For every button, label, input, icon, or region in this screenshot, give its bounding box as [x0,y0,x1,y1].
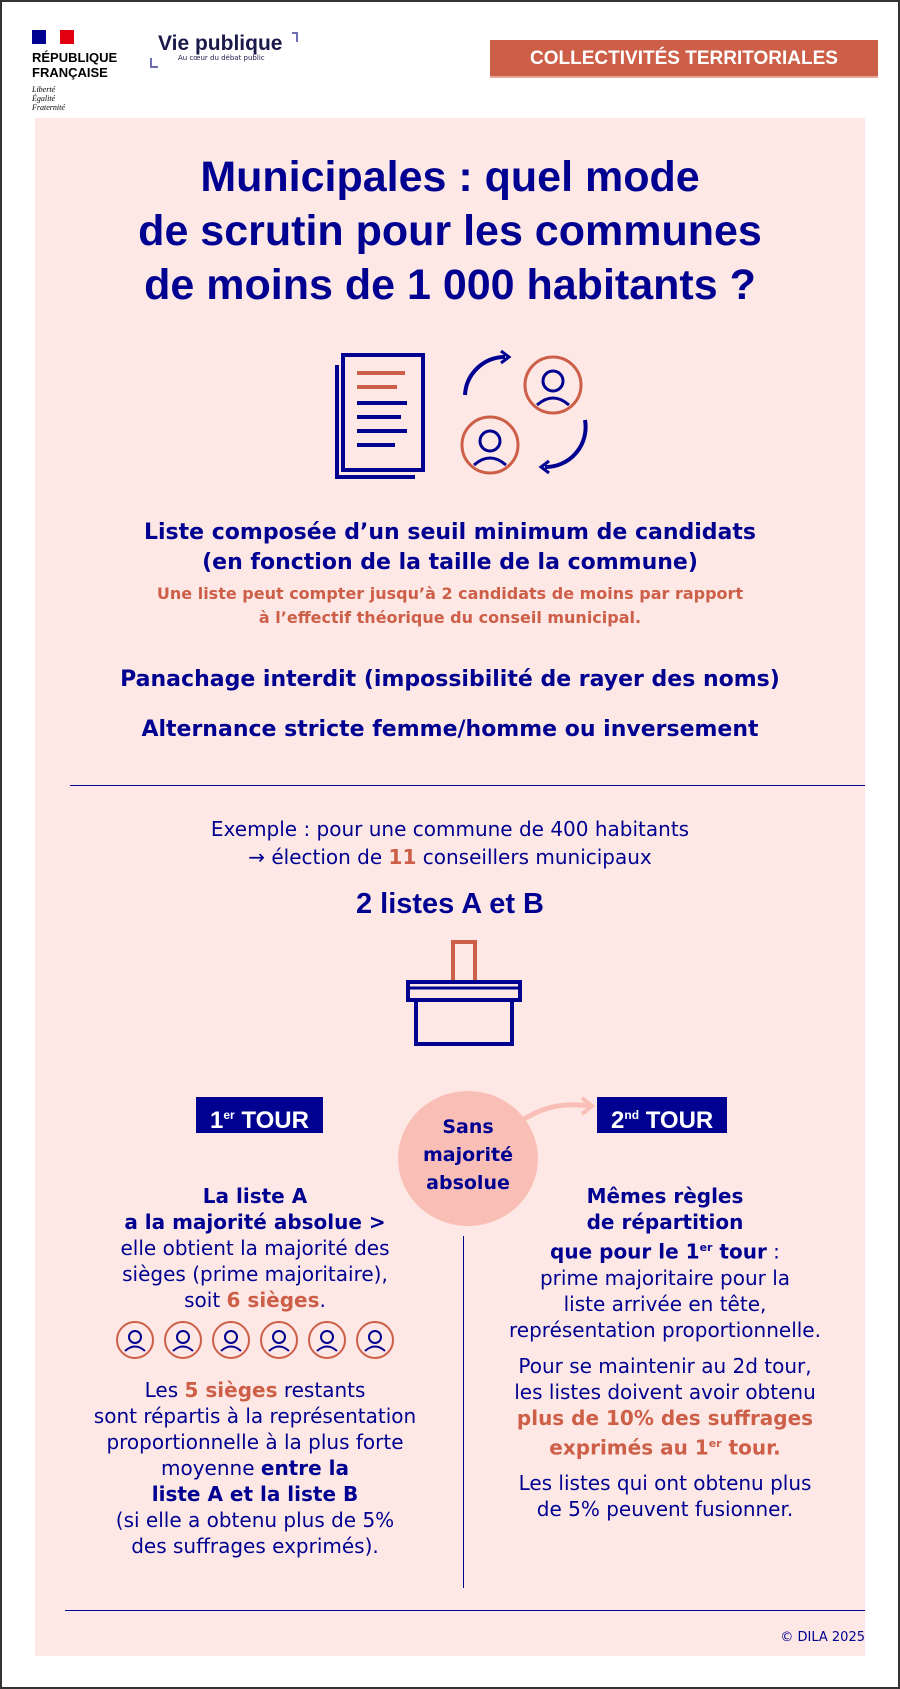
tour-2-badge: 2nd TOUR [597,1097,728,1134]
text: a la majorité absolue > [124,1210,386,1234]
text: nd [624,1108,640,1122]
logo-text: RÉPUBLIQUE [32,50,118,65]
lists-heading: 2 listes A et B [355,888,545,920]
text: Pour se maintenir au 2d tour, [518,1353,812,1378]
text: er [223,1108,235,1122]
vie-publique-logo: Vie publique Au cœur du débat public [150,32,298,68]
text: TOUR [234,1107,309,1134]
ballot-box-icon [406,940,522,1046]
rule-liste: Liste composée d’un seuil minimum de can… [35,518,865,578]
title-line: de scrutin pour les communes [138,207,762,255]
seats-icons [60,1319,450,1367]
text: que pour le 1 [550,1239,700,1264]
text: représentation proportionnelle. [509,1317,821,1342]
flag-icon [32,30,74,44]
text: majorité [422,1144,514,1166]
text: proportionnelle à la plus forte [106,1430,404,1454]
motto: Fraternité [32,103,65,112]
column-divider [463,1236,464,1588]
text: 2 [611,1107,625,1134]
text: exprimés au 1 [549,1435,709,1460]
text: liste A et la liste B [151,1482,359,1506]
text: er [708,1436,722,1450]
category-banner: COLLECTIVITÉS TERRITORIALES [490,40,878,78]
seat-person-icon [114,1319,156,1367]
text: soit 6 sièges. [60,1287,450,1313]
tour-1-column: La liste A a la majorité absolue > elle … [60,1183,450,1559]
councillor-count: 11 [388,845,417,869]
vie-publique-name: Vie publique [158,32,283,55]
text: . [319,1288,326,1312]
rule-alternance: Alternance stricte femme/homme ou invers… [141,717,759,742]
seats-highlight: 6 sièges [226,1288,320,1312]
text: Sans [442,1116,494,1138]
text: moyenne [161,1456,261,1480]
text: moyenne entre la [60,1455,450,1481]
seat-person-icon [354,1319,396,1367]
title-line: Municipales : quel mode [200,153,700,201]
seat-person-icon [306,1319,348,1367]
motto: Liberté [32,85,56,94]
text: absolue [426,1172,510,1194]
text: Les [144,1378,185,1402]
rule-note: Une liste peut compter jusqu’à 2 candida… [35,582,865,630]
seat-person-icon [162,1319,204,1367]
tour-1-badge: 1er TOUR [196,1097,323,1134]
motto: Égalité [32,94,56,103]
text: : [766,1239,780,1264]
text: prime majoritaire pour la [539,1265,791,1290]
copyright: © DILA 2025 [780,1630,865,1645]
logo-text: FRANÇAISE [32,65,108,80]
text: sièges (prime majoritaire), [122,1262,388,1286]
text: plus de 10% des suffrages [516,1405,814,1430]
no-majority-circle: Sans majorité absolue [398,1091,538,1226]
text: tour. [721,1435,781,1460]
text: tour [712,1239,767,1264]
text: TOUR [639,1107,714,1134]
example-text: Exemple : pour une commune de 400 habita… [35,815,865,871]
divider [70,785,865,786]
text: Mêmes règles [586,1184,744,1208]
title-line: de moins de 1 000 habitants ? [144,261,756,309]
example-line: Exemple : pour une commune de 400 habita… [210,817,690,841]
footer-divider [65,1610,865,1611]
text: er [699,1241,713,1254]
text: de 5% peuvent fusionner. [536,1497,794,1522]
text: que pour le 1er tour : [475,1235,855,1265]
note-text: Une liste peut compter jusqu’à 2 candida… [156,584,744,603]
text: sont répartis à la représentation [93,1404,417,1428]
text: exprimés au 1er tour. [475,1431,855,1461]
example-line: → élection de 11 conseillers municipaux [35,843,865,871]
text: des suffrages exprimés). [131,1534,379,1558]
list-and-voters-icon [335,349,588,479]
seat-person-icon [258,1319,300,1367]
seat-person-icon [210,1319,252,1367]
tour-2-column: Mêmes règles de répartition que pour le … [475,1183,855,1522]
text: conseillers municipaux [416,845,652,869]
text: liste arrivée en tête, [563,1291,767,1316]
text: restants [277,1378,366,1402]
republique-francaise-logo: RÉPUBLIQUE FRANÇAISE Liberté Égalité Frater… [32,30,117,112]
arrow-icon [518,1096,596,1125]
text: → élection de [248,845,389,869]
note-text: à l’effectif théorique du conseil munici… [258,608,642,627]
rule-text: Liste composée d’un seuil minimum de can… [143,520,756,545]
text: elle obtient la majorité des [120,1236,390,1260]
text: (si elle a obtenu plus de 5% [115,1508,395,1532]
text: Les listes qui ont obtenu plus [518,1471,812,1496]
text: soit [184,1288,227,1312]
text: Les 5 sièges restants [60,1377,450,1403]
text: entre la [260,1456,349,1480]
text: La liste A [202,1184,308,1208]
rule-panachage: Panachage interdit (impossibilité de ray… [120,667,780,692]
text: les listes doivent avoir obtenu [514,1379,816,1404]
seats-highlight: 5 sièges [184,1378,278,1402]
page-title: Municipales : quel mode de scrutin pour … [35,150,865,312]
content-panel [35,118,865,1656]
text: 1 [210,1107,224,1134]
vie-publique-tagline: Au cœur du débat public [178,54,265,62]
rule-text: (en fonction de la taille de la commune) [202,550,698,575]
text: de répartition [586,1210,744,1234]
